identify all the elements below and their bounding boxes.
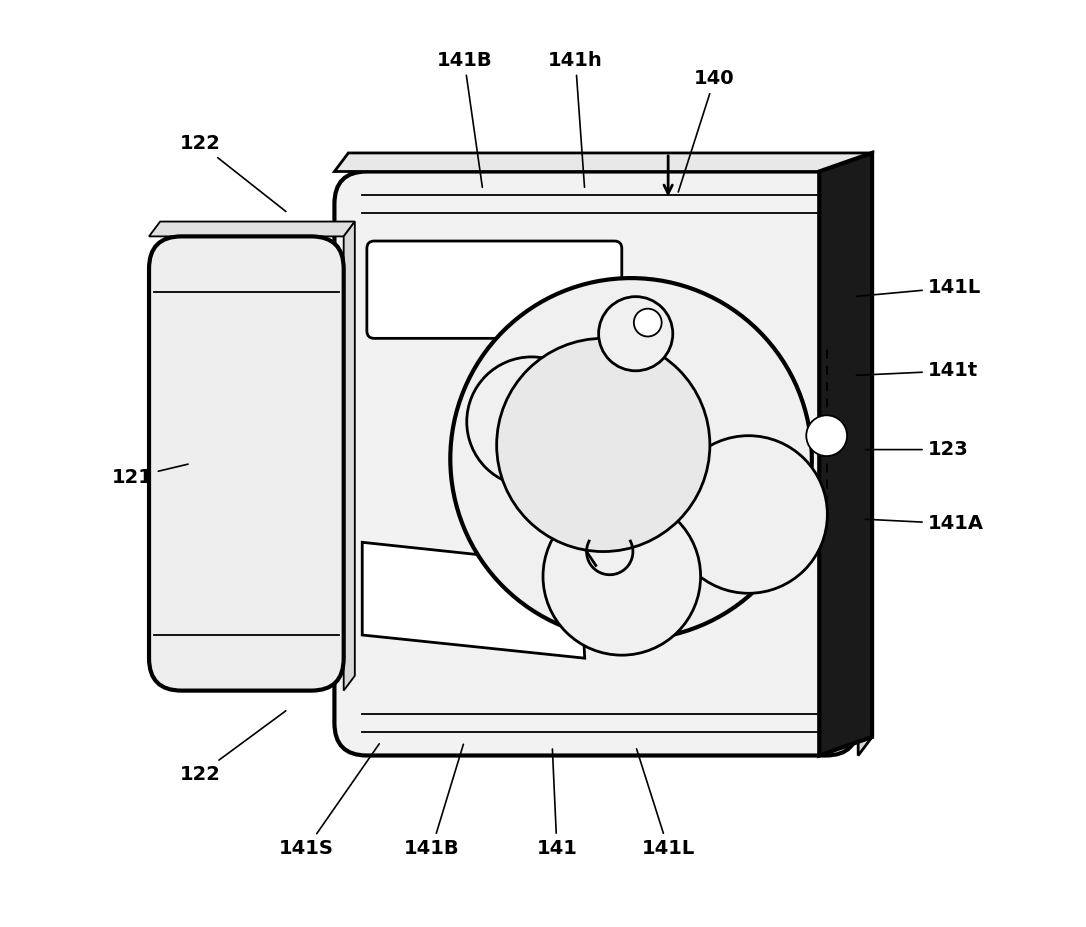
Circle shape — [451, 278, 812, 640]
Text: 141L: 141L — [636, 749, 695, 857]
Polygon shape — [334, 153, 872, 171]
Text: 122: 122 — [179, 134, 286, 211]
Text: 141t: 141t — [857, 362, 978, 380]
Text: 121: 121 — [112, 464, 188, 487]
Circle shape — [806, 415, 847, 456]
Polygon shape — [363, 542, 584, 658]
Polygon shape — [343, 222, 355, 691]
Circle shape — [467, 357, 596, 487]
Text: 123: 123 — [866, 440, 969, 459]
Polygon shape — [858, 153, 872, 756]
Text: 141: 141 — [536, 749, 578, 857]
Circle shape — [670, 436, 828, 593]
Polygon shape — [149, 222, 355, 236]
Text: 141A: 141A — [866, 514, 984, 533]
Circle shape — [543, 498, 700, 655]
Text: 122: 122 — [179, 711, 286, 783]
Circle shape — [496, 338, 710, 552]
Text: 141S: 141S — [279, 743, 379, 857]
Polygon shape — [819, 153, 872, 756]
FancyBboxPatch shape — [367, 241, 622, 338]
Text: 141L: 141L — [857, 278, 981, 297]
Text: 141h: 141h — [548, 51, 603, 187]
FancyBboxPatch shape — [149, 236, 343, 691]
Text: 141B: 141B — [437, 51, 492, 187]
Circle shape — [598, 297, 673, 371]
Text: 140: 140 — [679, 70, 735, 192]
Circle shape — [634, 309, 661, 337]
Text: 141B: 141B — [404, 744, 464, 857]
FancyBboxPatch shape — [334, 171, 858, 756]
